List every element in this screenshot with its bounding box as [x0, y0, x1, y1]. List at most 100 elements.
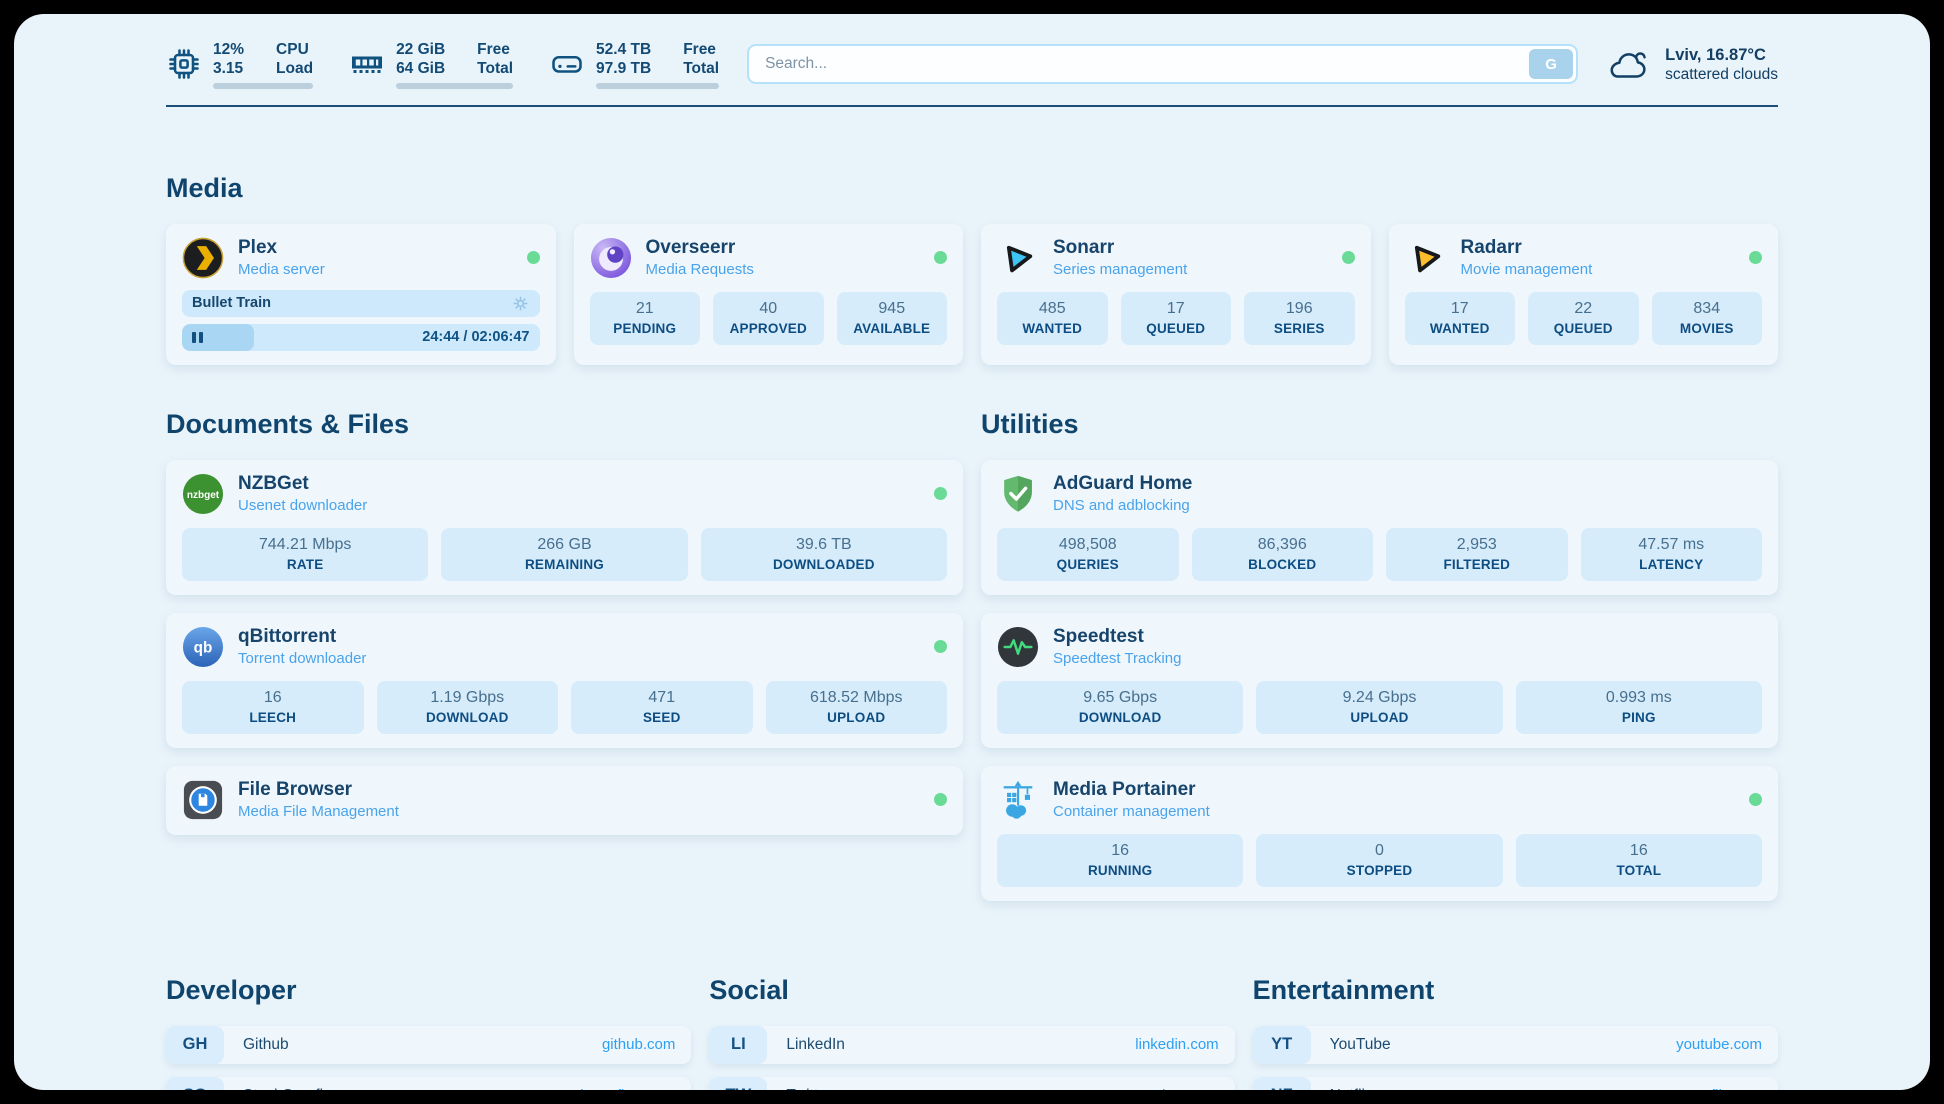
- app-name: Plex: [238, 237, 278, 259]
- app-card-nzbget: nzbget NZBGet Usenet downloader 744.21 M…: [166, 459, 963, 595]
- bookmark-name: YouTube: [1329, 1035, 1391, 1053]
- cpu-progress: [213, 82, 314, 89]
- dashboard-page: 12% CPU 3.15 Load: [14, 14, 1930, 1090]
- app-tile-overseerr[interactable]: Overseerr Media Requests: [590, 237, 947, 279]
- app-tile-sonarr[interactable]: Sonarr Series management: [997, 237, 1355, 279]
- app-name: qBittorrent: [238, 626, 337, 648]
- disk-total-label: Total: [683, 60, 720, 78]
- bookmark-youtube[interactable]: YT YouTube youtube.com: [1252, 1025, 1778, 1064]
- bookmark-badge: YT: [1252, 1025, 1311, 1064]
- stat-wanted: 485 WANTED: [997, 291, 1108, 345]
- app-name: Media Portainer: [1053, 779, 1196, 801]
- section-title-media: Media: [166, 172, 243, 203]
- stat-running: 16 RUNNING: [997, 833, 1244, 887]
- status-dot: [934, 793, 947, 807]
- bookmark-name: Netflix: [1330, 1087, 1373, 1090]
- app-tile-portainer[interactable]: Media Portainer Container management: [997, 779, 1762, 821]
- speedtest-icon: [997, 626, 1039, 668]
- stat-movies: 834 MOVIES: [1651, 291, 1762, 345]
- app-name: Sonarr: [1053, 237, 1115, 259]
- weather-widget: Lviv, 16.87°C scattered clouds: [1606, 45, 1778, 84]
- app-subtitle: Torrent downloader: [238, 650, 367, 668]
- app-card-speedtest: Speedtest Speedtest Tracking 9.65 Gbps D…: [981, 612, 1778, 748]
- radarr-icon: [1405, 237, 1447, 279]
- filebrowser-icon: [182, 779, 224, 821]
- bookmark-url: linkedin.com: [1135, 1036, 1219, 1054]
- app-tile-radarr[interactable]: Radarr Movie management: [1405, 237, 1762, 279]
- stat-download: 1.19 Gbps DOWNLOAD: [376, 680, 558, 734]
- app-card-plex: Plex Media server Bullet Train: [166, 223, 556, 365]
- bookmark-twitter[interactable]: TW Twitter twitter.com: [709, 1076, 1235, 1090]
- section-title-entertainment: Entertainment: [1252, 974, 1435, 1005]
- status-dot: [934, 251, 947, 265]
- app-card-sonarr: Sonarr Series management 485 WANTED 17 Q…: [981, 223, 1371, 365]
- app-card-radarr: Radarr Movie management 17 WANTED 22 QUE…: [1388, 223, 1778, 365]
- ram-total-label: Total: [477, 60, 514, 78]
- cloud-icon: [1606, 46, 1652, 82]
- disk-icon: [549, 46, 585, 82]
- bookmark-url: youtube.com: [1676, 1036, 1762, 1054]
- bookmark-linkedin[interactable]: LI LinkedIn linkedin.com: [709, 1025, 1235, 1064]
- stat-wanted: 17 WANTED: [1404, 291, 1515, 345]
- disk-free: 52.4 TB: [596, 41, 652, 58]
- nzbget-icon: nzbget: [182, 473, 224, 515]
- app-subtitle: Speedtest Tracking: [1053, 650, 1182, 668]
- app-tile-filebrowser[interactable]: File Browser Media File Management: [182, 779, 947, 821]
- stat-approved: 40 APPROVED: [713, 291, 824, 345]
- bookmark-github[interactable]: GH Github github.com: [166, 1025, 692, 1064]
- bookmark-badge: TW: [709, 1076, 768, 1090]
- search-engine-button[interactable]: G: [1529, 49, 1574, 80]
- app-subtitle: Series management: [1053, 261, 1188, 279]
- stat-latency: 47.57 ms LATENCY: [1580, 527, 1762, 581]
- stat-queued: 17 QUEUED: [1120, 291, 1231, 345]
- sonarr-icon: [997, 237, 1039, 279]
- app-tile-adguard[interactable]: AdGuard Home DNS and adblocking: [997, 473, 1762, 515]
- svg-text:nzbget: nzbget: [187, 490, 220, 501]
- app-tile-plex[interactable]: Plex Media server: [182, 237, 540, 279]
- status-dot: [1749, 251, 1762, 265]
- cpu-load: 3.15: [213, 60, 244, 78]
- stat-queries: 498,508 QUERIES: [997, 527, 1179, 581]
- section-title-developer: Developer: [166, 974, 297, 1005]
- section-media: Media Plex Media server: [166, 173, 1778, 365]
- ram-stat: 22 GiB Free 64 GiB Total: [349, 40, 514, 89]
- status-dot: [1749, 793, 1762, 807]
- disk-free-label: Free: [683, 41, 716, 58]
- app-subtitle: Container management: [1053, 803, 1210, 821]
- section-social: Social LI LinkedIn linkedin.com TW Twitt…: [709, 974, 1235, 1090]
- ram-total: 64 GiB: [396, 60, 446, 78]
- search-bar: G: [747, 44, 1579, 85]
- stat-leech: 16 LEECH: [182, 680, 364, 734]
- app-tile-qbittorrent[interactable]: qb qBittorrent Torrent downloader: [182, 626, 947, 668]
- weather-location: Lviv, 16.87°C: [1665, 45, 1766, 64]
- ram-free-label: Free: [477, 41, 510, 58]
- bookmark-name: LinkedIn: [786, 1035, 845, 1053]
- session-info-icon[interactable]: [511, 294, 530, 313]
- app-tile-nzbget[interactable]: nzbget NZBGet Usenet downloader: [182, 473, 947, 515]
- stat-total: 16 TOTAL: [1515, 833, 1762, 887]
- now-playing-row: Bullet Train: [182, 289, 540, 317]
- bookmark-netflix[interactable]: NF Netflix netflix.com: [1252, 1076, 1778, 1090]
- now-playing-title: Bullet Train: [192, 295, 271, 312]
- stat-remaining: 266 GB REMAINING: [441, 527, 688, 581]
- section-title-documents: Documents & Files: [166, 408, 410, 439]
- ram-progress: [396, 82, 514, 89]
- app-subtitle: Media server: [238, 261, 325, 279]
- app-subtitle: Usenet downloader: [238, 497, 368, 515]
- app-name: Radarr: [1460, 237, 1522, 259]
- app-name: Overseerr: [645, 237, 736, 259]
- app-subtitle: DNS and adblocking: [1053, 497, 1190, 515]
- playback-time: 24:44 / 02:06:47: [422, 329, 530, 346]
- stat-blocked: 86,396 BLOCKED: [1191, 527, 1373, 581]
- bookmark-url: twitter.com: [1147, 1087, 1219, 1090]
- app-tile-speedtest[interactable]: Speedtest Speedtest Tracking: [997, 626, 1762, 668]
- bookmark-name: Twitter: [786, 1087, 832, 1090]
- bookmark-stackoverflow[interactable]: SO StackOverflow stackoverflow.com: [166, 1076, 692, 1090]
- portainer-icon: [997, 779, 1039, 821]
- app-name: NZBGet: [238, 473, 309, 495]
- header-divider: [166, 104, 1778, 107]
- search-input[interactable]: [747, 44, 1579, 85]
- stat-rate: 744.21 Mbps RATE: [182, 527, 429, 581]
- ram-free: 22 GiB: [396, 41, 446, 58]
- section-title-social: Social: [709, 974, 789, 1005]
